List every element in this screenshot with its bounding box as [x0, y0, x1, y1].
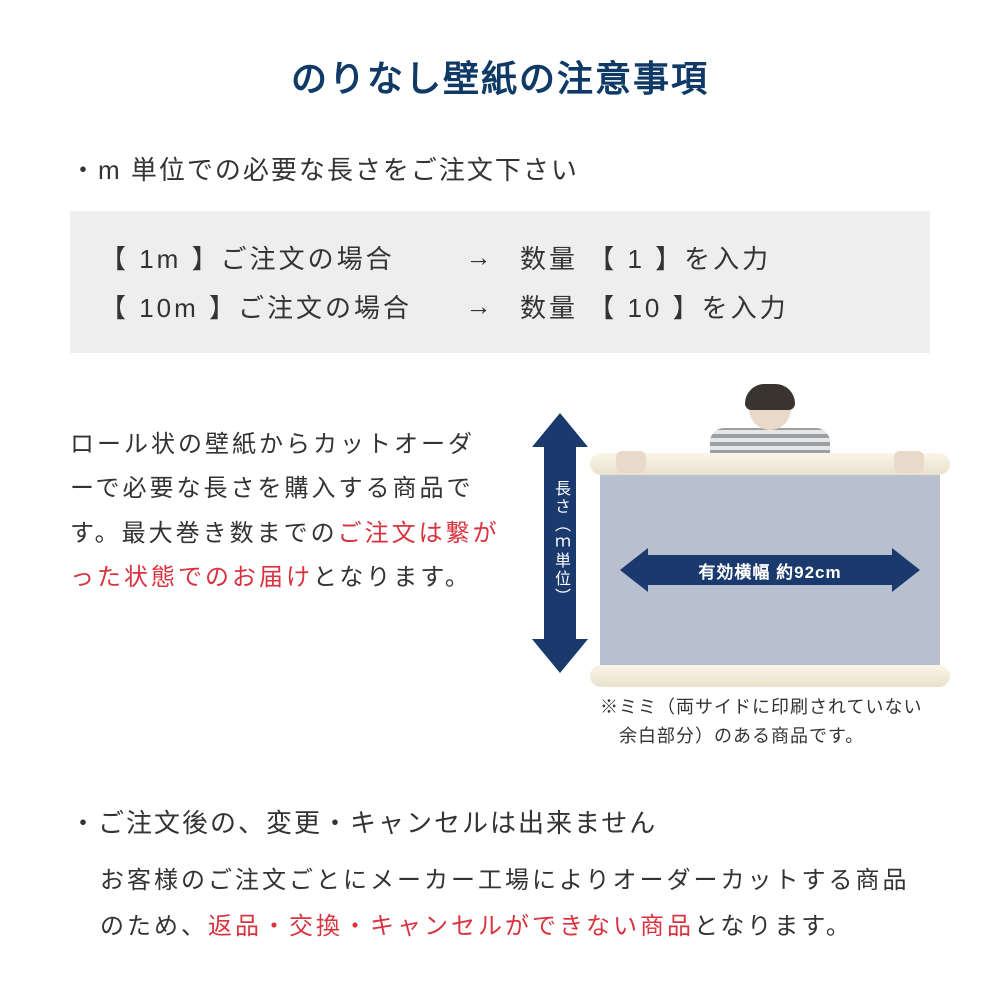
arrow-up-icon — [532, 413, 588, 447]
arrow-down-icon — [532, 639, 588, 673]
person-illustration — [710, 388, 830, 458]
bullet-order-by-meter: ・m 単位での必要な長さをご注文下さい — [70, 150, 930, 187]
wallpaper-panel: 有効横幅 約92cm — [600, 393, 940, 687]
desc-text-2: となります。 — [313, 564, 472, 591]
page-title: のりなし壁紙の注意事項 — [70, 50, 930, 102]
arrow-left-icon — [620, 548, 648, 592]
length-label: 長さ（ｍ単位） — [548, 480, 572, 606]
order-example-row: 【 1m 】ご注文の場合 → 数量 【 1 】を入力 — [100, 233, 900, 282]
order-example-row: 【 10m 】ご注文の場合 → 数量 【 10 】を入力 — [100, 282, 900, 331]
note-line: 余白部分）のある商品です。 — [600, 726, 864, 746]
order-example-right: 数量 【 10 】を入力 — [520, 288, 900, 325]
length-arrow-vertical: 長さ（ｍ単位） — [530, 413, 590, 673]
mimi-note: ※ミミ（両サイドに印刷されていない 余白部分）のある商品です。 — [600, 693, 922, 751]
bullet-no-cancel: ・ご注文後の、変更・キャンセルは出来ません — [70, 803, 930, 840]
width-arrow-horizontal: 有効横幅 約92cm — [620, 545, 920, 595]
roll-edge — [590, 665, 950, 687]
arrow-icon: → — [440, 291, 520, 322]
body-text-red: 返品・交換・キャンセルができない商品 — [208, 913, 694, 940]
order-example-left: 【 10m 】ご注文の場合 — [100, 288, 440, 325]
body-text-2: となります。 — [694, 913, 853, 940]
arrow-right-icon — [892, 548, 920, 592]
arrow-icon: → — [440, 242, 520, 273]
roll-description: ロール状の壁紙からカットオーダーで必要な長さを購入する商品です。最大巻き数までの… — [70, 393, 500, 601]
width-label: 有効横幅 約92cm — [648, 555, 892, 585]
cancellation-body: お客様のご注文ごとにメーカー工場によりオーダーカットする商品のため、返品・交換・… — [70, 858, 930, 949]
order-example-right: 数量 【 1 】を入力 — [520, 239, 900, 276]
note-line: ※ミミ（両サイドに印刷されていない — [600, 697, 922, 717]
hand-icon — [894, 451, 924, 473]
order-example-box: 【 1m 】ご注文の場合 → 数量 【 1 】を入力 【 10m 】ご注文の場合… — [70, 211, 930, 353]
cancellation-section: ・ご注文後の、変更・キャンセルは出来ません お客様のご注文ごとにメーカー工場によ… — [70, 803, 930, 949]
description-and-diagram: ロール状の壁紙からカットオーダーで必要な長さを購入する商品です。最大巻き数までの… — [70, 393, 930, 713]
wallpaper-sheet: 有効横幅 約92cm — [600, 475, 940, 665]
arrow-shaft: 長さ（ｍ単位） — [544, 447, 576, 639]
order-example-left: 【 1m 】ご注文の場合 — [100, 239, 440, 276]
hand-icon — [616, 451, 646, 473]
wallpaper-diagram: 長さ（ｍ単位） 有効横幅 約92cm ※ミミ（両サイドに印刷されてい — [520, 393, 930, 713]
